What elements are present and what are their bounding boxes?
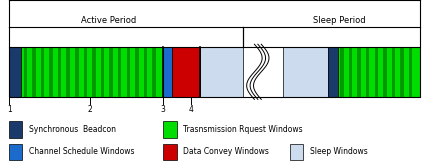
Bar: [66, 47, 70, 97]
Bar: [392, 47, 395, 97]
Bar: [163, 121, 177, 138]
Bar: [32, 47, 36, 97]
Text: 2: 2: [88, 105, 93, 114]
Bar: [328, 47, 338, 97]
Bar: [49, 47, 53, 97]
Bar: [172, 47, 200, 97]
Bar: [75, 47, 79, 97]
Bar: [144, 47, 147, 97]
Text: Active Period: Active Period: [82, 16, 136, 25]
Bar: [41, 47, 44, 97]
Bar: [109, 47, 113, 97]
Bar: [200, 47, 243, 97]
Text: Data Convey Windows: Data Convey Windows: [183, 147, 269, 156]
Bar: [290, 144, 303, 160]
Bar: [163, 144, 177, 160]
Bar: [409, 47, 412, 97]
Text: 3: 3: [160, 105, 165, 114]
Text: Synchronous  Beadcon: Synchronous Beadcon: [29, 125, 116, 134]
Bar: [375, 47, 378, 97]
Bar: [9, 121, 22, 138]
Text: Trasnsmission Rquest Windows: Trasnsmission Rquest Windows: [183, 125, 303, 134]
Bar: [101, 47, 104, 97]
Bar: [152, 47, 156, 97]
Text: Sleep Period: Sleep Period: [314, 16, 366, 25]
Text: Channel Schedule Windows: Channel Schedule Windows: [29, 147, 134, 156]
Bar: [366, 47, 369, 97]
Text: Sleep Windows: Sleep Windows: [310, 147, 368, 156]
Bar: [92, 47, 96, 97]
Bar: [283, 47, 328, 97]
Bar: [24, 47, 27, 97]
Bar: [338, 47, 420, 97]
Bar: [400, 47, 404, 97]
Bar: [84, 47, 87, 97]
Bar: [21, 47, 163, 97]
Bar: [349, 47, 352, 97]
Bar: [340, 47, 344, 97]
Text: 1: 1: [7, 105, 12, 114]
Bar: [58, 47, 61, 97]
Bar: [127, 47, 130, 97]
Bar: [163, 47, 172, 97]
Bar: [118, 47, 121, 97]
Bar: [9, 144, 22, 160]
Bar: [9, 47, 420, 97]
Bar: [135, 47, 139, 97]
Text: 4: 4: [188, 105, 193, 114]
Bar: [9, 47, 21, 97]
Bar: [357, 47, 361, 97]
Bar: [383, 47, 387, 97]
